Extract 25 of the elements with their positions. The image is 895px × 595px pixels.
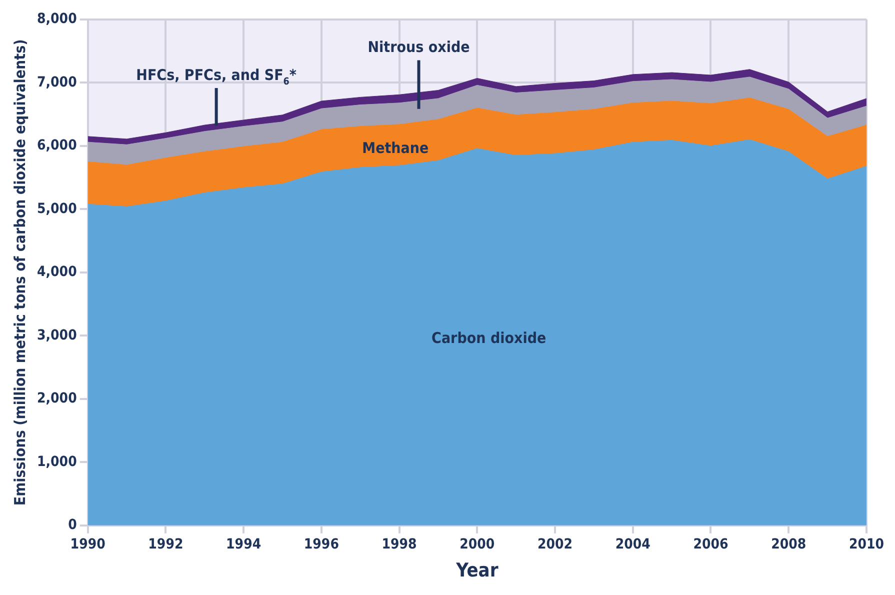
x-tick-label: 2008: [771, 536, 806, 552]
x-axis-title: Year: [455, 560, 499, 582]
series-label: Methane: [362, 138, 429, 157]
series-label: Nitrous oxide: [368, 38, 470, 56]
x-tick-label: 2002: [537, 536, 573, 552]
x-tick-label: 2004: [615, 536, 651, 552]
y-tick-label: 1,000: [36, 454, 78, 470]
y-axis-title: Emissions (million metric tons of carbon dioxide equivalents): [10, 39, 29, 506]
y-tick-label: 2,000: [36, 390, 78, 407]
x-tick-label: 2006: [693, 536, 729, 552]
y-tick-label: 7,000: [36, 74, 78, 90]
y-tick-label: 0: [68, 517, 78, 534]
x-tick-label: 1992: [148, 536, 184, 552]
x-tick-label: 1990: [70, 536, 106, 552]
y-tick-label: 8,000: [36, 11, 78, 28]
x-tick-label: 1998: [382, 536, 417, 552]
y-tick-label: 5,000: [36, 200, 78, 217]
series-label: Carbon dioxide: [432, 328, 546, 347]
x-tick-label: 2000: [460, 536, 495, 552]
x-tick-label: 1996: [304, 536, 340, 552]
x-tick-label: 2010: [848, 536, 884, 552]
x-tick-label: 1994: [226, 536, 262, 552]
y-tick-label: 3,000: [36, 327, 78, 344]
y-tick-label: 6,000: [36, 138, 78, 154]
y-tick-label: 4,000: [36, 264, 78, 280]
